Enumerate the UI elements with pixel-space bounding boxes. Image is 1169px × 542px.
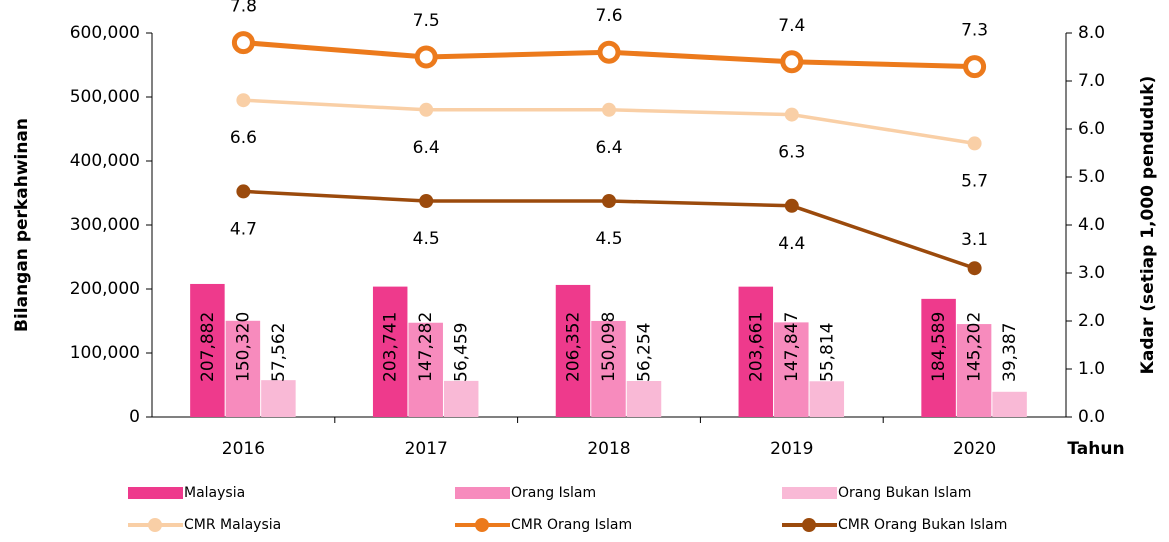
x-tick-label: 2016 [222, 439, 265, 459]
y-tick-label: 100,000 [70, 343, 140, 363]
y2-tick-label: 2.0 [1078, 311, 1105, 331]
y2-tick-label: 4.0 [1078, 215, 1105, 235]
bar [774, 322, 809, 417]
line-value-label: 7.8 [230, 0, 257, 17]
line-value-label: 6.3 [778, 143, 805, 163]
marker [784, 198, 799, 213]
marker [231, 31, 255, 55]
bar-value-label: 147,847 [782, 312, 802, 382]
legend-swatch [128, 487, 183, 499]
bar [408, 322, 443, 417]
x-tick-label: 2020 [953, 439, 996, 459]
line-value-label: 6.6 [230, 128, 257, 148]
marker [780, 50, 804, 74]
legend-label: CMR Orang Islam [511, 517, 632, 533]
marker [602, 102, 616, 117]
bar-value-label: 206,352 [564, 312, 584, 382]
x-axis-label: Tahun [1067, 439, 1124, 459]
bar-value-label: 55,814 [817, 323, 837, 382]
bar [809, 381, 845, 417]
bar [443, 380, 479, 417]
y-axis-label: Bilangan perkahwinan [12, 118, 32, 332]
line-value-label: 3.1 [961, 230, 988, 250]
y2-tick-label: 6.0 [1078, 119, 1105, 139]
bar [190, 283, 225, 417]
bar [261, 380, 296, 417]
marker [967, 261, 982, 276]
line-value-label: 4.4 [778, 234, 805, 254]
marker [602, 194, 616, 208]
y2-tick-label: 5.0 [1078, 167, 1105, 187]
legend-label: Orang Bukan Islam [838, 485, 971, 501]
legend-label: Orang Islam [511, 485, 596, 501]
bar-value-label: 150,098 [599, 312, 619, 382]
bar-value-label: 57,562 [269, 323, 289, 382]
bar-value-label: 56,459 [452, 323, 472, 382]
line-value-label: 4.7 [230, 219, 257, 239]
bar-value-label: 150,320 [233, 312, 253, 382]
marker [967, 136, 982, 151]
x-tick-label: 2019 [770, 439, 813, 459]
bar [372, 286, 408, 417]
bar-value-label: 39,387 [1000, 323, 1020, 382]
bar-value-label: 203,741 [381, 312, 401, 382]
marker [236, 93, 251, 108]
bar-value-label: 56,254 [635, 323, 655, 382]
marker [597, 40, 621, 64]
y-tick-label: 0 [129, 407, 140, 427]
bar [956, 324, 992, 417]
line-value-label: 4.5 [413, 229, 440, 249]
bar [992, 391, 1027, 417]
bar [738, 286, 774, 417]
legend-swatch [455, 487, 510, 499]
legend-swatch [782, 487, 837, 499]
y-tick-label: 500,000 [70, 87, 140, 107]
bar-value-label: 145,202 [965, 312, 985, 382]
legend-label: Malaysia [184, 485, 245, 501]
line-value-label: 6.4 [595, 138, 622, 158]
bar [225, 320, 261, 417]
bar-value-label: 147,282 [416, 312, 436, 382]
y2-tick-label: 8.0 [1078, 23, 1105, 43]
line-value-label: 7.4 [778, 16, 805, 36]
marker [414, 45, 438, 69]
bar [591, 320, 626, 417]
marker [236, 184, 251, 199]
marker [419, 194, 434, 208]
legend-marker [475, 518, 489, 532]
y2-axis-label: Kadar (setiap 1,000 penduduk) [1138, 76, 1158, 375]
y-tick-label: 300,000 [70, 215, 140, 235]
y-tick-label: 400,000 [70, 151, 140, 171]
y2-tick-label: 7.0 [1078, 71, 1105, 91]
line-value-label: 7.5 [413, 11, 440, 31]
y-tick-label: 200,000 [70, 279, 140, 299]
line-value-label: 4.5 [595, 229, 622, 249]
bar [555, 284, 591, 417]
bar-value-label: 207,882 [198, 312, 218, 382]
y2-tick-label: 0.0 [1078, 407, 1105, 427]
legend-marker [148, 518, 162, 532]
legend-label: CMR Malaysia [184, 517, 281, 533]
bar [626, 380, 662, 417]
y2-tick-label: 1.0 [1078, 359, 1105, 379]
legend-marker [802, 518, 816, 532]
line-value-label: 5.7 [961, 171, 988, 191]
y-tick-label: 600,000 [70, 23, 140, 43]
bar-value-label: 203,661 [746, 312, 766, 382]
line-value-label: 7.6 [595, 6, 622, 26]
y2-tick-label: 3.0 [1078, 263, 1105, 283]
legend-label: CMR Orang Bukan Islam [838, 517, 1007, 533]
x-tick-label: 2017 [405, 439, 448, 459]
line-value-label: 7.3 [961, 21, 988, 41]
x-tick-label: 2018 [587, 439, 630, 459]
marker [963, 55, 987, 79]
line-value-label: 6.4 [413, 138, 440, 158]
bar-value-label: 184,589 [929, 312, 949, 382]
marker [419, 102, 434, 117]
bar [921, 298, 956, 417]
marker [784, 107, 799, 122]
